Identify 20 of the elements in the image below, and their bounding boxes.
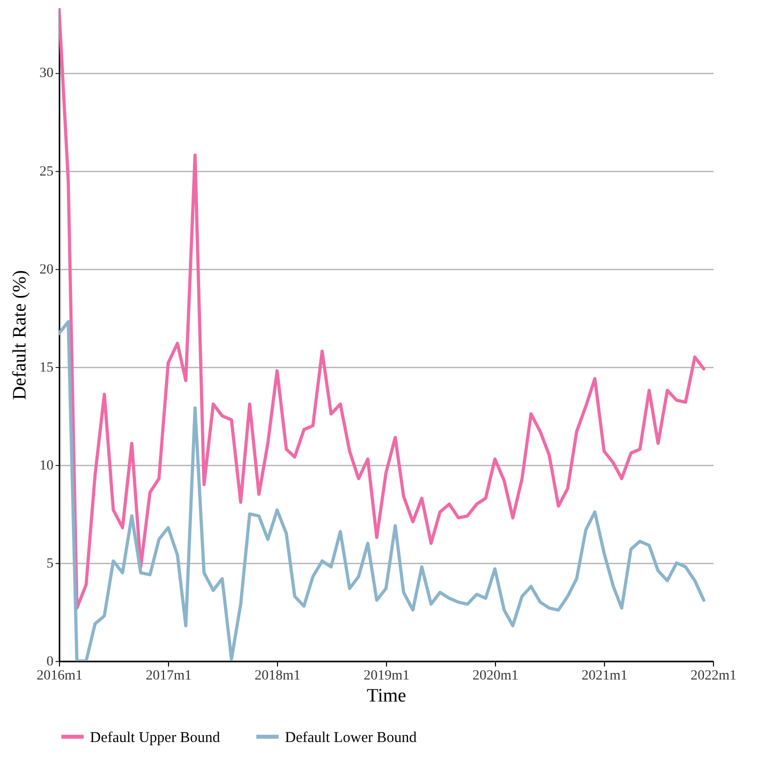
line-series bbox=[59, 320, 706, 661]
legend-label: Default Lower Bound bbox=[285, 730, 418, 746]
y-tick-label: 15 bbox=[40, 360, 54, 376]
x-tick-label: 2021m1 bbox=[582, 668, 628, 684]
y-axis-title: Default Rate (%) bbox=[10, 270, 30, 400]
y-tick-label: 30 bbox=[40, 66, 54, 82]
x-tick-label: 2016m1 bbox=[36, 668, 82, 684]
x-tick-label: 2017m1 bbox=[146, 668, 192, 684]
x-tick-label: 2020m1 bbox=[472, 668, 518, 684]
x-tick-label: 2022m1 bbox=[690, 668, 736, 684]
y-tick-label: 5 bbox=[46, 556, 54, 572]
y-tick-label: 10 bbox=[40, 458, 54, 474]
line-series bbox=[59, 8, 706, 610]
x-tick-label: 2018m1 bbox=[254, 668, 301, 684]
legend-label: Default Upper Bound bbox=[90, 730, 220, 746]
x-axis-title: Time bbox=[366, 686, 406, 706]
x-tick-label: 2019m1 bbox=[364, 668, 410, 684]
y-tick-label: 25 bbox=[40, 164, 54, 180]
y-tick-label: 20 bbox=[40, 262, 54, 278]
y-tick-label: 0 bbox=[46, 654, 54, 670]
